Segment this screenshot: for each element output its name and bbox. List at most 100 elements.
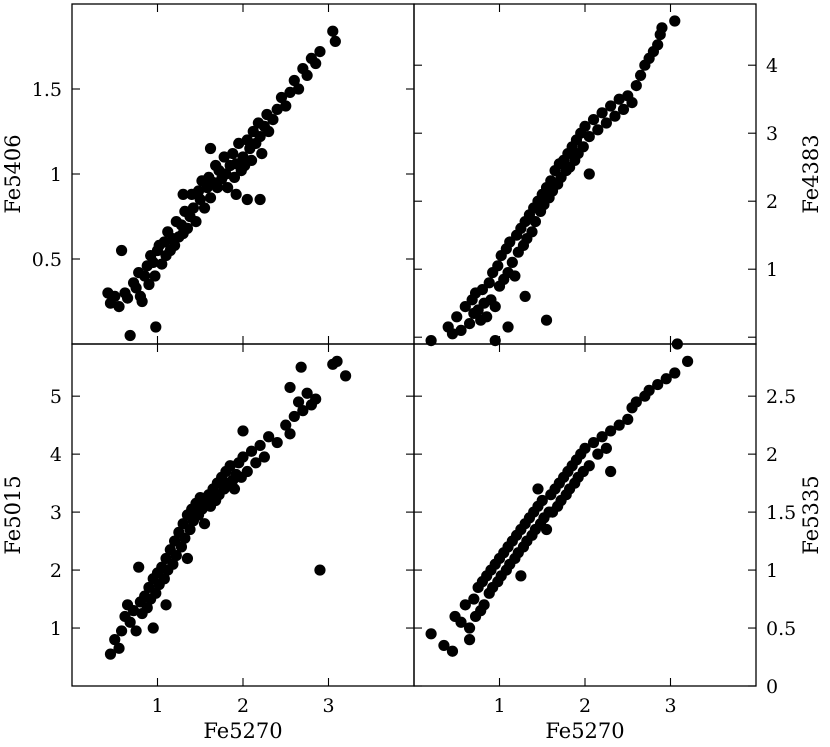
data-point xyxy=(284,428,296,440)
data-point xyxy=(115,244,128,257)
data-point xyxy=(284,86,296,98)
data-point xyxy=(150,321,162,333)
data-point xyxy=(228,171,241,183)
data-point xyxy=(634,69,647,81)
data-point xyxy=(113,301,125,313)
data-point xyxy=(468,593,480,605)
data-point xyxy=(149,270,161,282)
data-point xyxy=(130,282,142,294)
data-point xyxy=(133,561,145,573)
data-point xyxy=(529,216,542,228)
data-point xyxy=(459,301,471,313)
y-tick-label: 1 xyxy=(50,164,62,186)
data-point xyxy=(331,355,343,367)
data-point xyxy=(158,573,170,585)
data-point xyxy=(113,642,125,654)
y-tick-label: 0.5 xyxy=(766,618,796,640)
data-point xyxy=(478,599,490,611)
data-point xyxy=(314,564,326,576)
data-point xyxy=(587,114,600,126)
data-point xyxy=(455,616,467,628)
data-point xyxy=(592,124,604,136)
data-point xyxy=(622,413,634,425)
data-point xyxy=(515,570,527,582)
data-point xyxy=(583,168,595,180)
data-point xyxy=(583,131,595,143)
panel-bottom-right: 1 2 3 0 0.5 1 1.5 2 2.5 Fe5335 Fe5270 xyxy=(413,338,823,743)
data-point xyxy=(175,541,188,553)
data-point xyxy=(160,599,172,611)
data-point xyxy=(241,134,253,146)
data-point xyxy=(652,378,664,391)
data-point xyxy=(297,405,309,417)
y-tick-label: 2 xyxy=(50,560,62,582)
data-point xyxy=(483,277,495,289)
data-point xyxy=(579,120,591,132)
data-point xyxy=(579,442,591,454)
data-point xyxy=(540,314,553,326)
data-point xyxy=(310,57,322,70)
data-point xyxy=(438,639,450,652)
data-point xyxy=(605,465,617,478)
data-point xyxy=(237,425,249,437)
y-axis-label: Fe5335 xyxy=(799,475,823,554)
data-point xyxy=(115,625,128,637)
data-point xyxy=(446,645,459,657)
data-point xyxy=(509,270,521,282)
data-point xyxy=(254,193,266,206)
data-point xyxy=(241,465,253,478)
data-point xyxy=(190,216,202,228)
data-point xyxy=(652,39,664,51)
data-point xyxy=(280,419,292,431)
data-point xyxy=(492,260,504,272)
data-point xyxy=(643,384,655,396)
data-point xyxy=(630,396,642,408)
y-tick-label: 4 xyxy=(50,444,62,466)
data-point xyxy=(463,634,476,646)
data-point xyxy=(455,324,467,336)
data-point xyxy=(230,188,242,200)
data-point xyxy=(295,361,307,373)
data-point xyxy=(288,410,300,423)
panel-bottom-left: 1 2 3 1 2 3 4 5 Fe5015 Fe5270 xyxy=(1,343,415,743)
data-point xyxy=(476,284,488,296)
data-point xyxy=(605,425,617,437)
data-point xyxy=(526,226,538,238)
x-axis-label: Fe5270 xyxy=(545,719,624,743)
x-axis-label: Fe5270 xyxy=(203,719,282,743)
data-point xyxy=(184,523,196,536)
data-point xyxy=(241,193,253,206)
data-point xyxy=(592,448,604,460)
data-point xyxy=(143,278,155,291)
panel-frame xyxy=(413,343,757,687)
data-point xyxy=(156,258,168,270)
data-point xyxy=(181,552,194,565)
x-tick-label: 1 xyxy=(493,695,505,717)
data-point xyxy=(250,457,262,469)
data-point xyxy=(245,154,258,166)
data-point xyxy=(481,311,493,323)
data-point xyxy=(263,125,275,138)
data-point xyxy=(613,93,625,105)
data-point xyxy=(280,100,292,112)
data-point xyxy=(310,393,322,405)
y-tick-label: 3 xyxy=(766,123,778,145)
data-point xyxy=(167,558,179,570)
y-tick-label: 1.5 xyxy=(32,79,62,101)
data-point xyxy=(228,483,241,495)
data-point xyxy=(660,373,672,385)
data-point xyxy=(506,256,518,268)
panel-top-right: 1 2 3 4 Fe4383 xyxy=(413,3,823,347)
data-point xyxy=(682,355,694,367)
data-point xyxy=(613,419,625,431)
data-point xyxy=(254,439,266,452)
y-axis-label: Fe5015 xyxy=(1,475,25,554)
data-point xyxy=(170,549,182,562)
data-point xyxy=(327,25,339,37)
data-point xyxy=(271,103,283,115)
data-point xyxy=(192,185,205,197)
data-point xyxy=(233,137,245,149)
data-point xyxy=(263,431,275,443)
data-point xyxy=(267,114,279,126)
y-tick-label: 0 xyxy=(766,676,778,698)
